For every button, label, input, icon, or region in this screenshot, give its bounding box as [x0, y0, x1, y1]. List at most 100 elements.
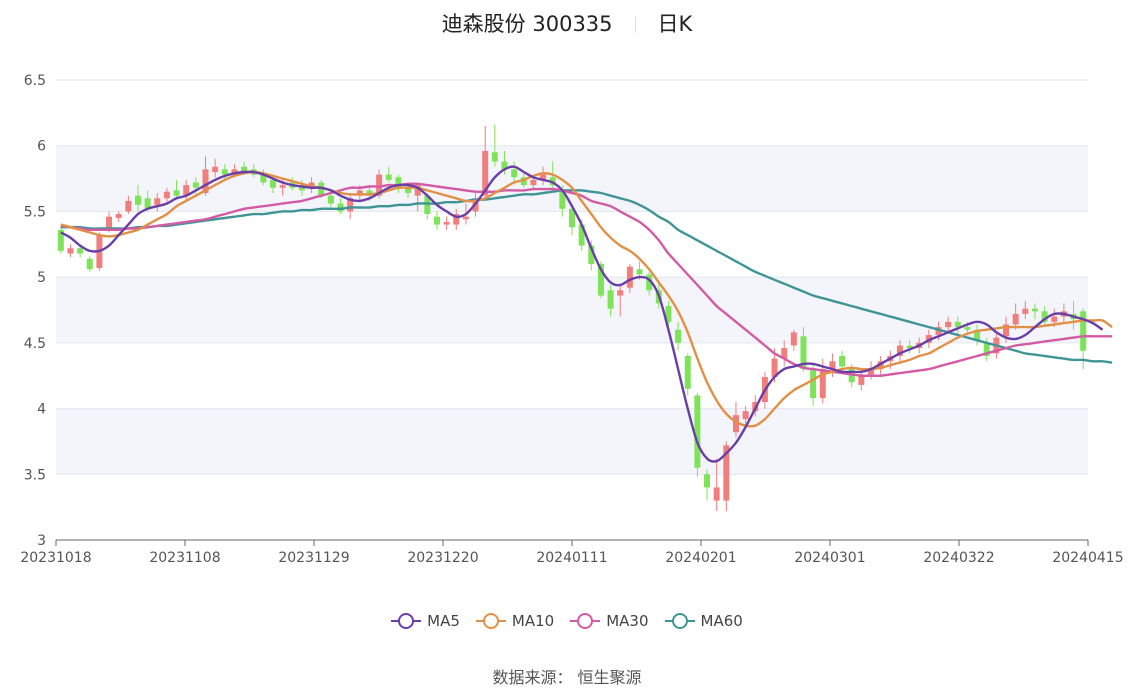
x-tick-label: 20240322 [923, 550, 994, 566]
candle-body [202, 169, 209, 194]
candle-body [742, 411, 749, 420]
candle-body [221, 169, 228, 175]
source-label: 数据来源： [492, 668, 573, 687]
candle-body [684, 356, 691, 389]
candle-body [617, 290, 624, 296]
candle-body [67, 248, 74, 254]
candle-body [231, 169, 238, 175]
candle-body [848, 369, 855, 383]
candle-body [1031, 308, 1038, 312]
y-tick-label: 6 [37, 139, 46, 155]
candle-body [1080, 311, 1087, 351]
candle-body [1003, 324, 1010, 337]
candle-body [675, 329, 682, 343]
chart-title: 迪森股份 300335 日K [0, 8, 1134, 38]
candle-body [964, 327, 971, 330]
y-tick-label: 3.5 [24, 467, 46, 483]
legend-item-ma10[interactable]: MA10 [475, 612, 554, 630]
candle-body [954, 321, 961, 328]
candle-body [501, 161, 508, 170]
y-tick-label: 3 [37, 533, 46, 549]
ma30-line [60, 182, 1113, 377]
grid-band [56, 277, 1088, 343]
legend-item-ma5[interactable]: MA5 [391, 612, 460, 630]
ma10-line [60, 170, 1113, 428]
candle-body [569, 208, 575, 228]
candle-body [704, 474, 711, 488]
candle-body [337, 203, 344, 212]
candle-body [163, 191, 170, 199]
legend-ma30-icon [570, 613, 601, 629]
candle-body [771, 358, 778, 378]
candle-body [530, 179, 537, 186]
candle-body [732, 415, 739, 433]
candle-body [433, 216, 440, 225]
candle-body [395, 177, 402, 188]
grid-band [56, 145, 1088, 212]
candle-body [511, 169, 518, 178]
x-tick-label: 20231129 [278, 550, 349, 566]
candle-body [482, 150, 489, 196]
y-tick-label: 5.5 [24, 204, 46, 220]
candle-body [713, 487, 720, 501]
candle-body [414, 185, 421, 196]
x-tick-label: 20240415 [1052, 550, 1123, 566]
candle-body [106, 216, 113, 230]
candle-body [270, 179, 276, 188]
candle-body [800, 336, 807, 370]
legend-ma10-icon [475, 613, 506, 629]
candle-body [154, 198, 161, 205]
candle-body [607, 290, 614, 309]
candle-body [588, 245, 595, 264]
x-tick-label: 20240301 [794, 550, 865, 566]
candle-body [597, 264, 604, 296]
candle-body [347, 198, 354, 212]
candle-body [646, 274, 653, 291]
legend-ma5-icon [391, 613, 422, 629]
candle-body [173, 190, 180, 196]
grid-band [56, 408, 1088, 475]
candle-body [520, 177, 527, 186]
candle-body [57, 229, 64, 251]
candle-body [839, 356, 846, 367]
candle-body [906, 345, 913, 349]
candle-body [424, 195, 431, 215]
candle-body [559, 190, 566, 209]
candle-body [376, 174, 383, 196]
candle-body [183, 185, 190, 196]
candle-body [694, 395, 701, 468]
candle-body [134, 195, 141, 205]
legend-ma60-icon [664, 613, 695, 629]
candle-body [241, 166, 248, 172]
candle-body [86, 258, 93, 270]
y-tick-label: 6.5 [24, 73, 46, 89]
x-tick-label: 20240111 [536, 550, 607, 566]
candle-body [260, 174, 267, 183]
x-tick-label: 20231220 [407, 550, 478, 566]
candle-body [578, 224, 585, 246]
y-tick-label: 5 [37, 270, 46, 286]
candle-body [810, 369, 817, 399]
candle-body [115, 214, 122, 218]
chart-legend: MA5 MA10 MA30 MA60 [0, 612, 1134, 630]
candle-body [318, 182, 325, 196]
candle-body [974, 329, 981, 341]
candle-body [896, 345, 903, 356]
data-source: 数据来源： 恒生聚源 [0, 664, 1134, 688]
candle-body [491, 152, 498, 162]
candle-body [192, 182, 199, 188]
x-tick-label: 20231018 [20, 550, 91, 566]
legend-item-ma60[interactable]: MA60 [664, 612, 743, 630]
candle-body [790, 332, 797, 346]
candle-body [77, 248, 84, 254]
x-tick-label: 20231108 [149, 550, 220, 566]
legend-item-ma30[interactable]: MA30 [570, 612, 649, 630]
candle-body [279, 185, 286, 188]
candle-body [212, 166, 219, 172]
candle-body [366, 190, 373, 196]
period-label: 日K [657, 12, 693, 36]
y-tick-label: 4.5 [24, 336, 46, 352]
legend-ma30-label: MA30 [606, 612, 649, 630]
candle-body [443, 221, 450, 225]
candle-body [665, 306, 672, 322]
